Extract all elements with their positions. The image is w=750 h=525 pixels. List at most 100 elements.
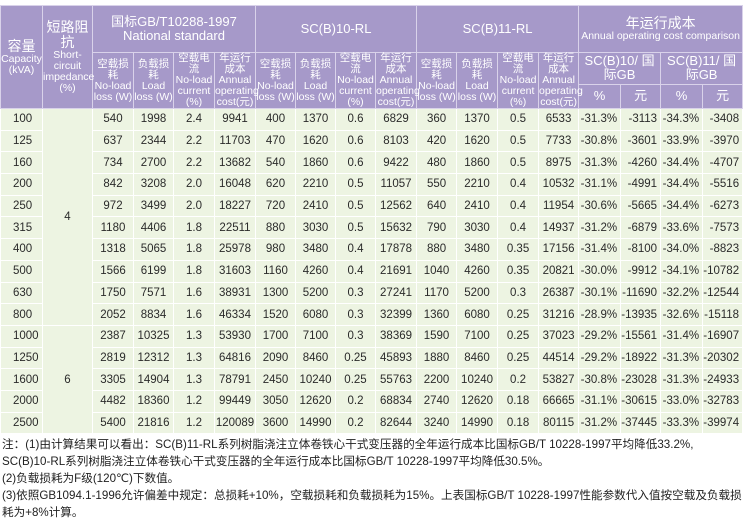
table-cell: -4707 <box>702 151 744 175</box>
table-cell: -31.3% <box>578 108 622 131</box>
table-cell: 1.2 <box>173 389 215 413</box>
table-cell: 1750 <box>92 281 134 305</box>
table-cell: 12562 <box>374 194 418 218</box>
table-cell: 0.2 <box>335 389 376 413</box>
table-cell: -3408 <box>702 108 744 131</box>
table-cell: 17156 <box>538 238 580 261</box>
table-cell: 2200 <box>416 368 458 391</box>
table-cell: 1566 <box>92 259 134 283</box>
table-cell: 1860 <box>295 151 336 175</box>
table-cell: 0.18 <box>497 389 540 413</box>
capacity-cell: 160 <box>0 151 43 175</box>
table-cell: 45893 <box>374 346 418 370</box>
impedance-header: 短路阻抗 Short-circuit impedance (%) <box>42 5 94 109</box>
subcolumn-en: Load loss (W) <box>296 79 335 103</box>
table-cell: 360 <box>416 108 458 131</box>
table-cell: 0.35 <box>497 238 540 261</box>
capacity-cell: 400 <box>0 238 43 261</box>
subcolumn-en: Annual operating cost(元) <box>376 74 420 108</box>
table-cell: 5065 <box>133 238 174 261</box>
table-cell: 1.3 <box>173 346 215 370</box>
table-cell: 14990 <box>456 411 499 435</box>
subcolumn-en: Annual operating cost(元) <box>539 74 583 108</box>
table-cell: 0.3 <box>335 303 376 326</box>
table-cell: 0.25 <box>335 368 376 391</box>
table-cell: -31.3% <box>660 346 704 370</box>
table-cell: 21691 <box>374 259 418 283</box>
table-cell: -23028 <box>620 368 662 391</box>
table-cell: 1180 <box>92 216 134 240</box>
subcolumn-en: No-load current (%) <box>499 74 537 108</box>
table-cell: -30615 <box>620 389 662 413</box>
table-cell: -15118 <box>702 303 744 326</box>
table-cell: 14990 <box>295 411 336 435</box>
subcolumn-zh: 年运行成本 <box>380 52 412 75</box>
table-cell: 2210 <box>295 173 336 196</box>
table-cell: 6080 <box>456 303 499 326</box>
table-cell: 1.8 <box>173 238 215 261</box>
table-cell: 480 <box>416 151 458 175</box>
table-cell: -34.1% <box>660 259 704 283</box>
table-cell: -11690 <box>620 281 662 305</box>
table-cell: 880 <box>416 238 458 261</box>
note-1-cont: SC(B)10-RL系列树脂浇注立体卷铁心干式变压器的全年运行成本比国标GB/T… <box>2 455 550 468</box>
table-cell: 21816 <box>133 411 174 435</box>
subcolumn-zh: 空载损耗 <box>420 57 453 81</box>
table-cell: 12620 <box>295 389 336 413</box>
table-cell: -29.2% <box>578 346 622 370</box>
note-3: (3)依照GB1094.1-1996允许偏差中规定：总损耗+10%，空载损耗和负… <box>2 489 742 519</box>
subcolumn-zh: 空载损耗 <box>97 57 129 81</box>
table-row: 1250 2819 12312 1.3 64816 2090 8460 0.25 45893 18… <box>0 346 744 370</box>
table-cell: 842 <box>92 173 134 196</box>
table-cell: -33.0% <box>660 389 704 413</box>
table-cell: -34.0% <box>660 238 704 261</box>
table-cell: 1.6 <box>173 303 215 326</box>
table-cell: -31.1% <box>578 389 622 413</box>
table-cell: 10240 <box>295 368 336 391</box>
table-cell: 0.4 <box>497 216 540 240</box>
table-cell: 120089 <box>214 411 256 435</box>
table-row: 125 637 2344 2.2 11703 470 1620 0.6 8103 420 1620 0… <box>0 129 744 153</box>
gb-standard-header: 国标GB/T10288-1997 National standard <box>92 5 256 53</box>
table-cell: -33.9% <box>660 129 704 153</box>
table-row: 1000 6 2387 10325 1.3 53930 1700 7100 0.3 38369 15… <box>0 324 744 435</box>
table-cell: -3970 <box>702 129 744 153</box>
table-cell: 470 <box>255 129 296 153</box>
table-cell: -3601 <box>620 129 662 153</box>
table-cell: 5200 <box>295 281 336 305</box>
capacity-cell: 500 <box>0 259 43 283</box>
table-cell: -31.4% <box>660 324 704 348</box>
table-cell: 1620 <box>295 129 336 153</box>
table-cell: 0.3 <box>335 281 376 305</box>
table-cell: 17878 <box>374 238 418 261</box>
table-cell: 3305 <box>92 368 134 391</box>
table-cell: 66665 <box>538 389 580 413</box>
comparison-header: SC(B)11/ 国际GB <box>660 52 744 85</box>
table-cell: 12620 <box>456 389 499 413</box>
subcolumn-header: 负载损耗 Load loss (W) <box>133 52 174 109</box>
table-cell: 3240 <box>416 411 458 435</box>
table-cell: 790 <box>416 216 458 240</box>
table-cell: 640 <box>416 194 458 218</box>
table-cell: 32399 <box>374 303 418 326</box>
table-cell: -4260 <box>620 151 662 175</box>
table-cell: -13935 <box>620 303 662 326</box>
table-cell: 14937 <box>538 216 580 240</box>
table-cell: -30.8% <box>578 368 622 391</box>
table-cell: 22511 <box>214 216 256 240</box>
table-cell: 3480 <box>295 238 336 261</box>
table-cell: 2090 <box>255 346 296 370</box>
subcolumn-header: 空载损耗 No-load loss (W) <box>416 52 458 109</box>
table-cell: 8975 <box>538 151 580 175</box>
subcolumn-header: 空载电流 No-load current (%) <box>497 52 540 109</box>
impedance-cell: 6 <box>42 324 93 435</box>
subcolumn-zh: 空载电流 <box>178 52 210 75</box>
table-cell: 2410 <box>295 194 336 218</box>
capacity-header: 容量 Capacity (kVA) <box>0 5 43 109</box>
table-cell: 1700 <box>255 324 296 348</box>
table-cell: 550 <box>416 173 458 196</box>
table-cell: 78791 <box>214 368 256 391</box>
table-cell: 1880 <box>416 346 458 370</box>
table-cell: 1998 <box>133 108 174 131</box>
notes: 注：(1)由计算结果可以看出：SC(B)11-RL系列树脂浇注立体卷铁心干式变压… <box>2 436 748 521</box>
